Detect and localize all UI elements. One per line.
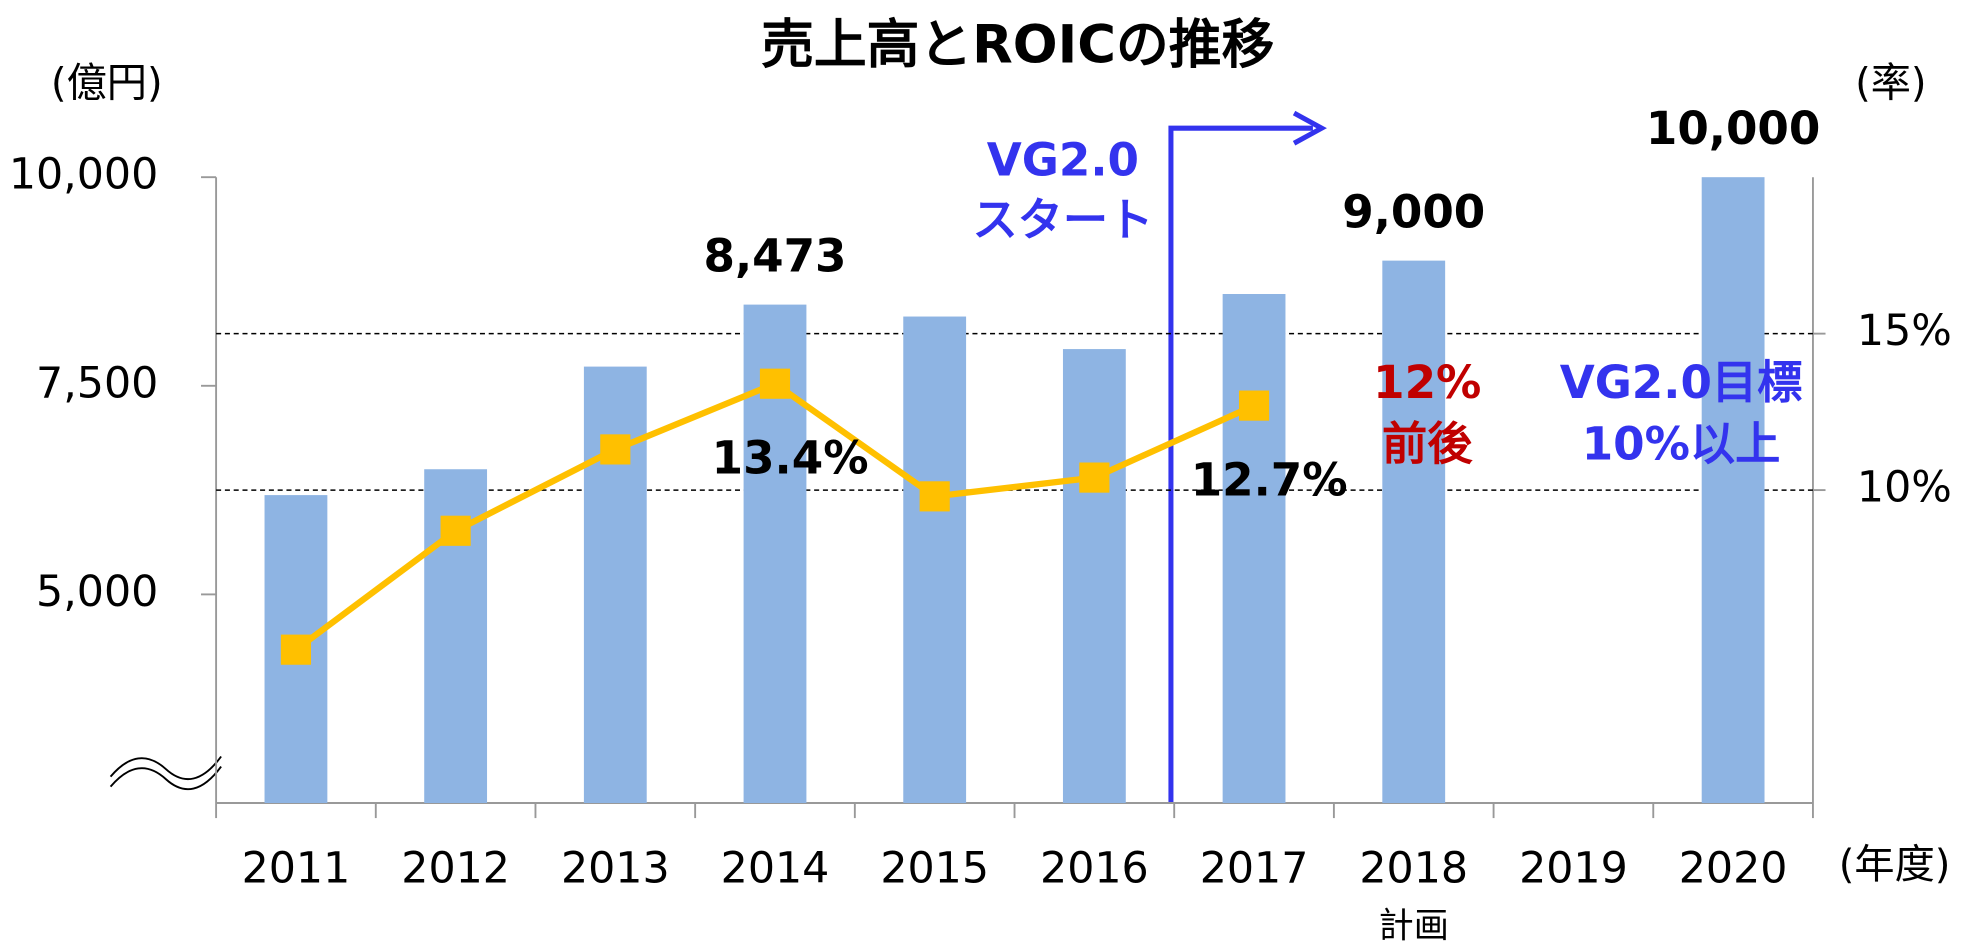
x-tick-sublabel: 計画 [1379,905,1449,945]
bar [1062,349,1126,803]
bar [583,366,647,803]
x-tick-label: 2020 [1679,843,1788,893]
bar-value-label: 8,473 [703,229,846,282]
line-marker [1079,462,1110,493]
x-axis-label: (年度) [1839,842,1951,888]
line-marker [919,481,950,512]
annotation: VG2.0 [987,133,1139,186]
annotation: スタート [972,194,1153,247]
x-tick-label: 2016 [1040,843,1149,893]
line-marker [600,434,631,465]
y-tick-label: 7,500 [36,358,158,408]
vg-start-line [1168,125,1313,803]
line-value-label: 13.4% [712,432,869,485]
bar [1382,260,1446,803]
annotation: 10%以上 [1582,417,1781,470]
annotation: VG2.0目標 [1560,356,1803,409]
bar-value-label: 10,000 [1646,102,1820,155]
bar [1701,177,1765,803]
y-tick-label: 10,000 [9,150,158,200]
line-value-label: 12.7% [1191,454,1348,507]
line-marker [280,634,312,665]
bar-value-label: 9,000 [1342,185,1485,238]
y2-tick-label: 10% [1857,463,1952,513]
bar [1222,294,1286,803]
line-marker [1238,390,1270,421]
y-tick-label: 5,000 [36,567,158,617]
x-tick-label: 2011 [242,843,351,893]
x-tick-label: 2015 [880,843,989,893]
y2-tick-label: 15% [1857,306,1952,356]
x-tick-label: 2013 [561,843,670,893]
y-axis-label: (億円) [51,60,163,106]
y2-axis-label: (率) [1855,60,1927,106]
annotation: 12% [1373,356,1481,409]
x-tick-label: 2012 [401,843,510,893]
bar [903,316,967,803]
x-tick-label: 2017 [1200,843,1309,893]
x-tick-label: 2019 [1519,843,1628,893]
line-marker [440,515,471,546]
x-tick-label: 2014 [721,843,830,893]
x-tick-label: 2018 [1359,843,1468,893]
vg-arrow-head [1292,110,1327,146]
line-marker [759,368,791,399]
annotation: 前後 [1382,417,1473,470]
chart-title: 売上高とROICの推移 [761,14,1274,75]
axis-break [109,755,222,790]
